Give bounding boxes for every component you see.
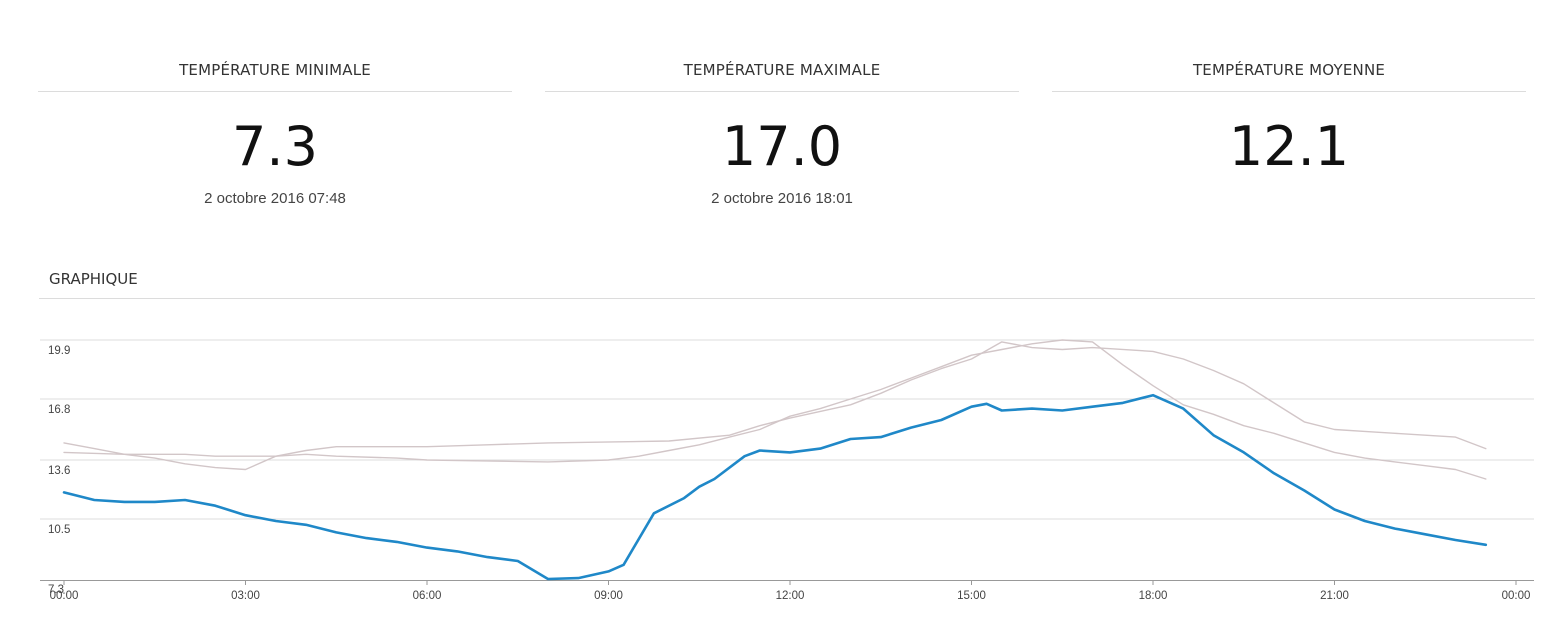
- y-tick-label: 16.8: [48, 404, 70, 416]
- y-tick-label: 13.6: [48, 465, 70, 477]
- min-temperature-panel: TEMPÉRATURE MINIMALE 7.3 2 octobre 2016 …: [38, 0, 512, 230]
- x-tick-label: 21:00: [1320, 590, 1349, 602]
- divider: [1052, 91, 1526, 92]
- avg-temperature-title: TEMPÉRATURE MOYENNE: [1192, 61, 1386, 79]
- x-tick-label: 09:00: [594, 590, 623, 602]
- y-tick-label: 19.9: [48, 345, 70, 357]
- divider: [38, 91, 512, 92]
- min-temperature-value: 7.3: [232, 115, 318, 178]
- max-temperature-title: TEMPÉRATURE MAXIMALE: [683, 61, 881, 79]
- min-temperature-title: TEMPÉRATURE MINIMALE: [179, 61, 371, 79]
- max-temperature-date: 2 octobre 2016 18:01: [711, 190, 853, 207]
- y-tick-label: 7.3: [48, 584, 64, 596]
- y-tick-label: 10.5: [48, 524, 70, 536]
- x-tick-label: 12:00: [776, 590, 805, 602]
- avg-temperature-panel: TEMPÉRATURE MOYENNE 12.1: [1052, 0, 1526, 230]
- divider: [545, 91, 1019, 92]
- chart-section-title: GRAPHIQUE: [49, 270, 138, 288]
- min-temperature-date: 2 octobre 2016 07:48: [204, 190, 346, 207]
- comparison-temperature-line-0: [63, 341, 1487, 471]
- x-tick-label: 06:00: [413, 590, 442, 602]
- x-tick-label: 00:00: [50, 590, 79, 602]
- x-tick-label: 15:00: [957, 590, 986, 602]
- section-divider: [39, 298, 1535, 299]
- max-temperature-panel: TEMPÉRATURE MAXIMALE 17.0 2 octobre 2016…: [545, 0, 1019, 230]
- x-tick-label: 03:00: [231, 590, 260, 602]
- avg-temperature-value: 12.1: [1228, 115, 1350, 178]
- main-temperature-line: [62, 393, 1488, 581]
- max-temperature-value: 17.0: [721, 115, 843, 178]
- x-tick-label: 18:00: [1139, 590, 1168, 602]
- comparison-temperature-line-1: [63, 339, 1487, 480]
- x-tick-label: 00:00: [1502, 590, 1531, 602]
